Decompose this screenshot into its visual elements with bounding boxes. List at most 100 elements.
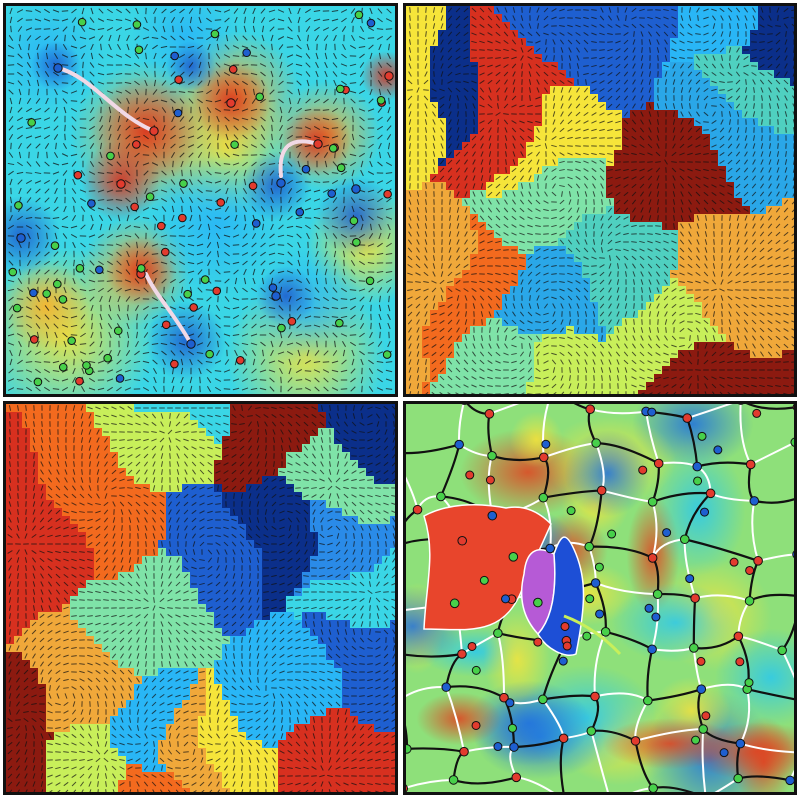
defect-marker xyxy=(328,143,338,153)
domain-cell xyxy=(478,390,487,394)
defect-marker xyxy=(50,241,60,251)
defect-marker xyxy=(228,65,238,74)
highlighted-domain-blue xyxy=(537,536,585,656)
panel-a-defects xyxy=(8,10,394,387)
domain-cell xyxy=(534,390,543,394)
domain-cell xyxy=(518,390,527,394)
domain-cell xyxy=(774,390,783,394)
panel-b-svg xyxy=(406,6,794,394)
defect-trail xyxy=(56,66,156,133)
domain-cell xyxy=(110,788,119,792)
defect-marker xyxy=(383,189,392,199)
defect-marker xyxy=(136,264,146,273)
network-node xyxy=(487,450,497,461)
domain-cell xyxy=(390,500,395,509)
panel-d-svg xyxy=(406,404,794,792)
defect-marker xyxy=(349,216,359,226)
domain-cell xyxy=(78,788,87,792)
defect-marker xyxy=(170,359,179,369)
domain-cell xyxy=(670,390,679,394)
defect-marker xyxy=(130,202,139,212)
network-node xyxy=(538,492,549,503)
domain-cell xyxy=(790,318,794,327)
defect-marker xyxy=(67,336,76,345)
defect-marker xyxy=(14,201,23,210)
domain-cell xyxy=(710,390,719,394)
defect-marker xyxy=(230,140,239,149)
defect-marker xyxy=(77,17,87,27)
defect-marker xyxy=(255,92,265,102)
domain-cell xyxy=(790,190,794,199)
domain-cell xyxy=(334,788,343,792)
domain-cell xyxy=(430,390,439,394)
domain-cell xyxy=(390,788,395,792)
defect-marker xyxy=(189,303,198,312)
domain-cell xyxy=(790,70,794,79)
domain-cell xyxy=(230,788,239,792)
domain-cell xyxy=(390,644,395,653)
domain-cell xyxy=(390,684,395,693)
domain-cell xyxy=(790,110,794,119)
defect-marker xyxy=(27,118,36,127)
domain-cell xyxy=(638,390,647,394)
domain-cell xyxy=(726,390,735,394)
domain-cell xyxy=(390,556,395,565)
defect-marker xyxy=(161,320,171,330)
defect-marker xyxy=(145,192,155,202)
domain-cell xyxy=(790,142,794,151)
domain-cell xyxy=(390,436,395,445)
domain-cell xyxy=(142,788,151,792)
panel-c-director-ticks xyxy=(7,405,395,792)
domain-cell xyxy=(790,158,794,167)
domain-cell xyxy=(790,254,794,263)
domain-cell xyxy=(790,206,794,215)
domain-cell xyxy=(390,692,395,701)
domain-cell xyxy=(390,532,395,541)
domain-cell xyxy=(750,390,759,394)
domain-cell xyxy=(702,390,711,394)
domain-cell xyxy=(470,390,479,394)
domain-cell xyxy=(790,118,794,127)
network-node xyxy=(454,439,464,450)
domain-cell xyxy=(30,788,39,792)
domain-cell xyxy=(390,604,395,613)
defect-marker xyxy=(134,45,144,55)
network-node xyxy=(749,496,760,506)
network-node xyxy=(487,510,498,521)
domain-cell xyxy=(438,390,447,394)
defect-marker xyxy=(226,98,236,108)
heat-blob xyxy=(361,51,395,101)
heat-blob xyxy=(146,301,226,381)
heat-blob xyxy=(611,583,741,663)
domain-cell xyxy=(222,788,231,792)
panel-d-highlighted-domains xyxy=(423,504,622,656)
domain-cell xyxy=(6,788,15,792)
domain-cell xyxy=(390,636,395,645)
domain-cell xyxy=(654,390,663,394)
network-node xyxy=(436,491,446,502)
defect-marker xyxy=(268,283,278,292)
domain-cell xyxy=(390,724,395,733)
domain-cell xyxy=(390,452,395,461)
heat-blob xyxy=(602,718,738,770)
defect-marker xyxy=(115,374,125,383)
domain-cell xyxy=(390,460,395,469)
domain-cell xyxy=(22,788,31,792)
panel-b-director-ticks xyxy=(407,7,794,394)
defect-marker xyxy=(156,221,166,231)
defect-marker xyxy=(75,376,84,386)
domain-cell xyxy=(718,390,727,394)
defect-marker xyxy=(95,265,104,275)
domain-cell xyxy=(390,468,395,477)
network-node xyxy=(647,497,658,507)
domain-cell xyxy=(782,390,791,394)
domain-cell xyxy=(270,788,279,792)
defect-marker xyxy=(251,219,261,228)
defect-marker xyxy=(210,29,220,39)
defect-marker xyxy=(200,275,210,284)
defect-marker xyxy=(365,276,375,286)
heat-blob xyxy=(416,692,502,746)
panel-a-svg xyxy=(6,6,395,394)
defect-marker xyxy=(376,96,386,105)
domain-cell xyxy=(734,390,743,394)
